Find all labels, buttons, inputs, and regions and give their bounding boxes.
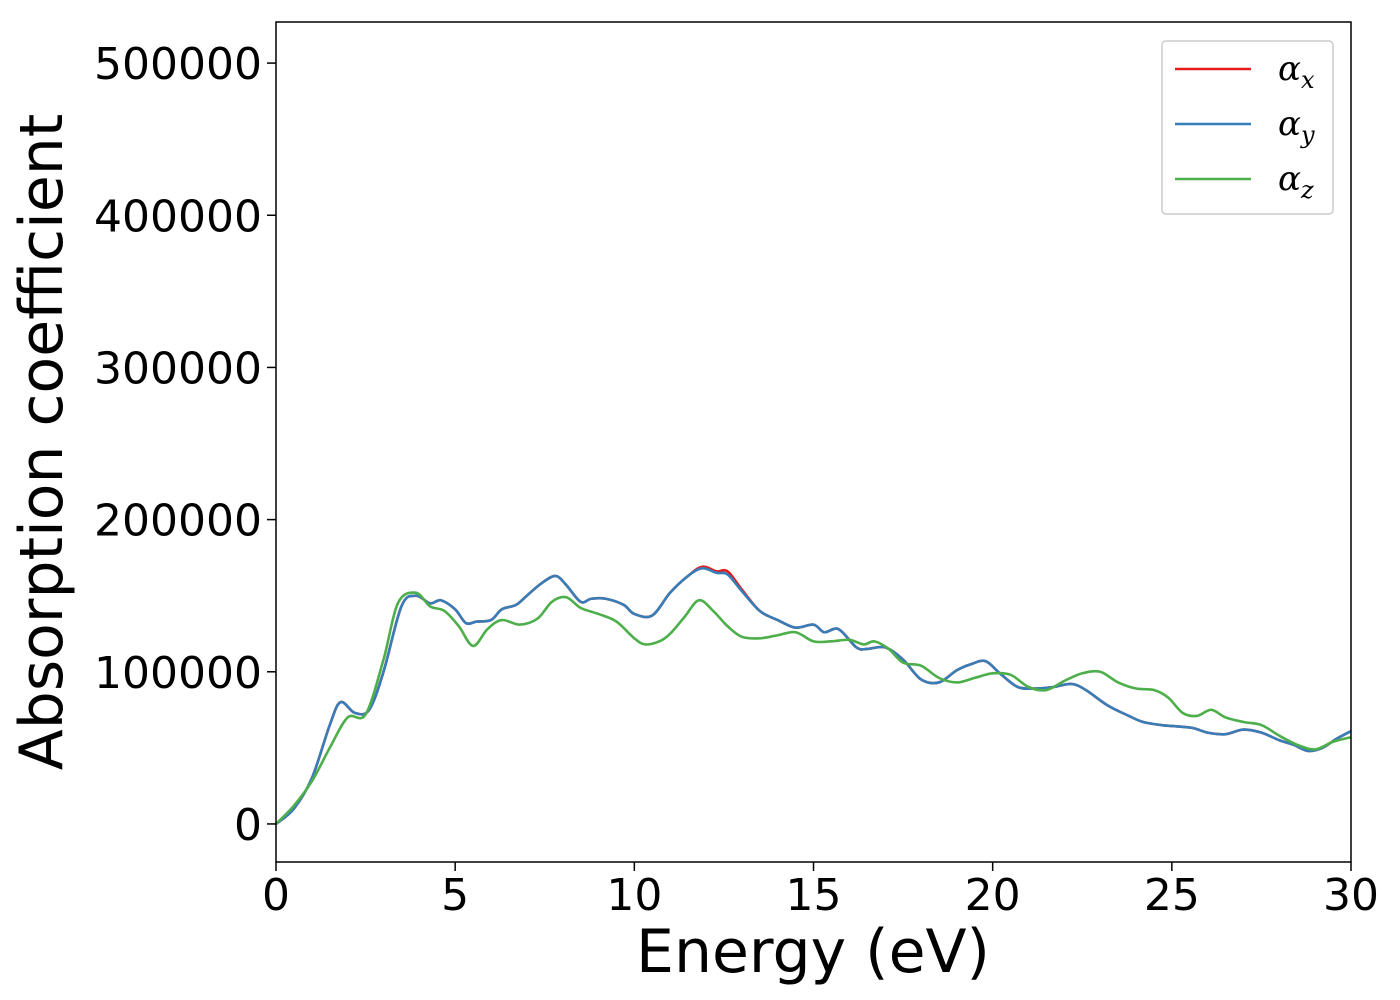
x-axis-label: Energy (eV) bbox=[636, 917, 990, 987]
y-tick-label: 400000 bbox=[94, 191, 262, 242]
legend-label-x: αx bbox=[1278, 49, 1315, 94]
axis-ticks: 0 5 10 15 20 25 30 0 100000 200000 300000 400000 500… bbox=[94, 39, 1379, 921]
legend-label-z: αz bbox=[1278, 159, 1314, 204]
y-tick-label: 500000 bbox=[94, 39, 262, 90]
legend: αx αy αz bbox=[1161, 40, 1334, 215]
legend-label-y: αy bbox=[1278, 104, 1315, 149]
x-tick-label: 25 bbox=[1144, 870, 1200, 921]
y-tick-label: 100000 bbox=[94, 648, 262, 699]
x-tick-label: 5 bbox=[441, 870, 469, 921]
series-lines bbox=[275, 565, 1352, 825]
series-line-x bbox=[275, 565, 1352, 825]
x-tick-label: 0 bbox=[262, 870, 290, 921]
x-tick-label: 20 bbox=[965, 870, 1021, 921]
y-tick-label: 300000 bbox=[94, 343, 262, 394]
x-tick-label: 10 bbox=[606, 870, 662, 921]
y-axis-label: Absorption coefficient bbox=[7, 114, 77, 771]
legend-frame bbox=[1161, 40, 1334, 215]
series-line-y bbox=[275, 566, 1352, 825]
x-tick-label: 30 bbox=[1323, 870, 1379, 921]
y-tick-label: 0 bbox=[234, 800, 262, 851]
x-tick-label: 15 bbox=[786, 870, 842, 921]
series-line-z bbox=[275, 591, 1352, 825]
y-tick-label: 200000 bbox=[94, 496, 262, 547]
